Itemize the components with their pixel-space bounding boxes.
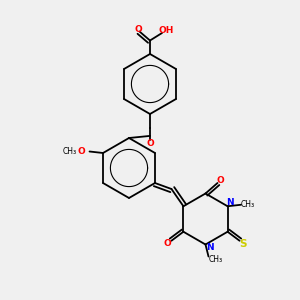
Text: O: O [77,147,85,156]
Text: O: O [134,25,142,34]
Text: O: O [164,239,172,248]
Text: S: S [239,239,246,249]
Text: O: O [216,176,224,185]
Text: CH₃: CH₃ [209,255,223,264]
Text: N: N [206,243,214,252]
Text: CH₃: CH₃ [241,200,255,209]
Text: CH₃: CH₃ [63,147,77,156]
Text: OH: OH [159,26,174,35]
Text: O: O [146,139,154,148]
Text: N: N [226,198,234,207]
